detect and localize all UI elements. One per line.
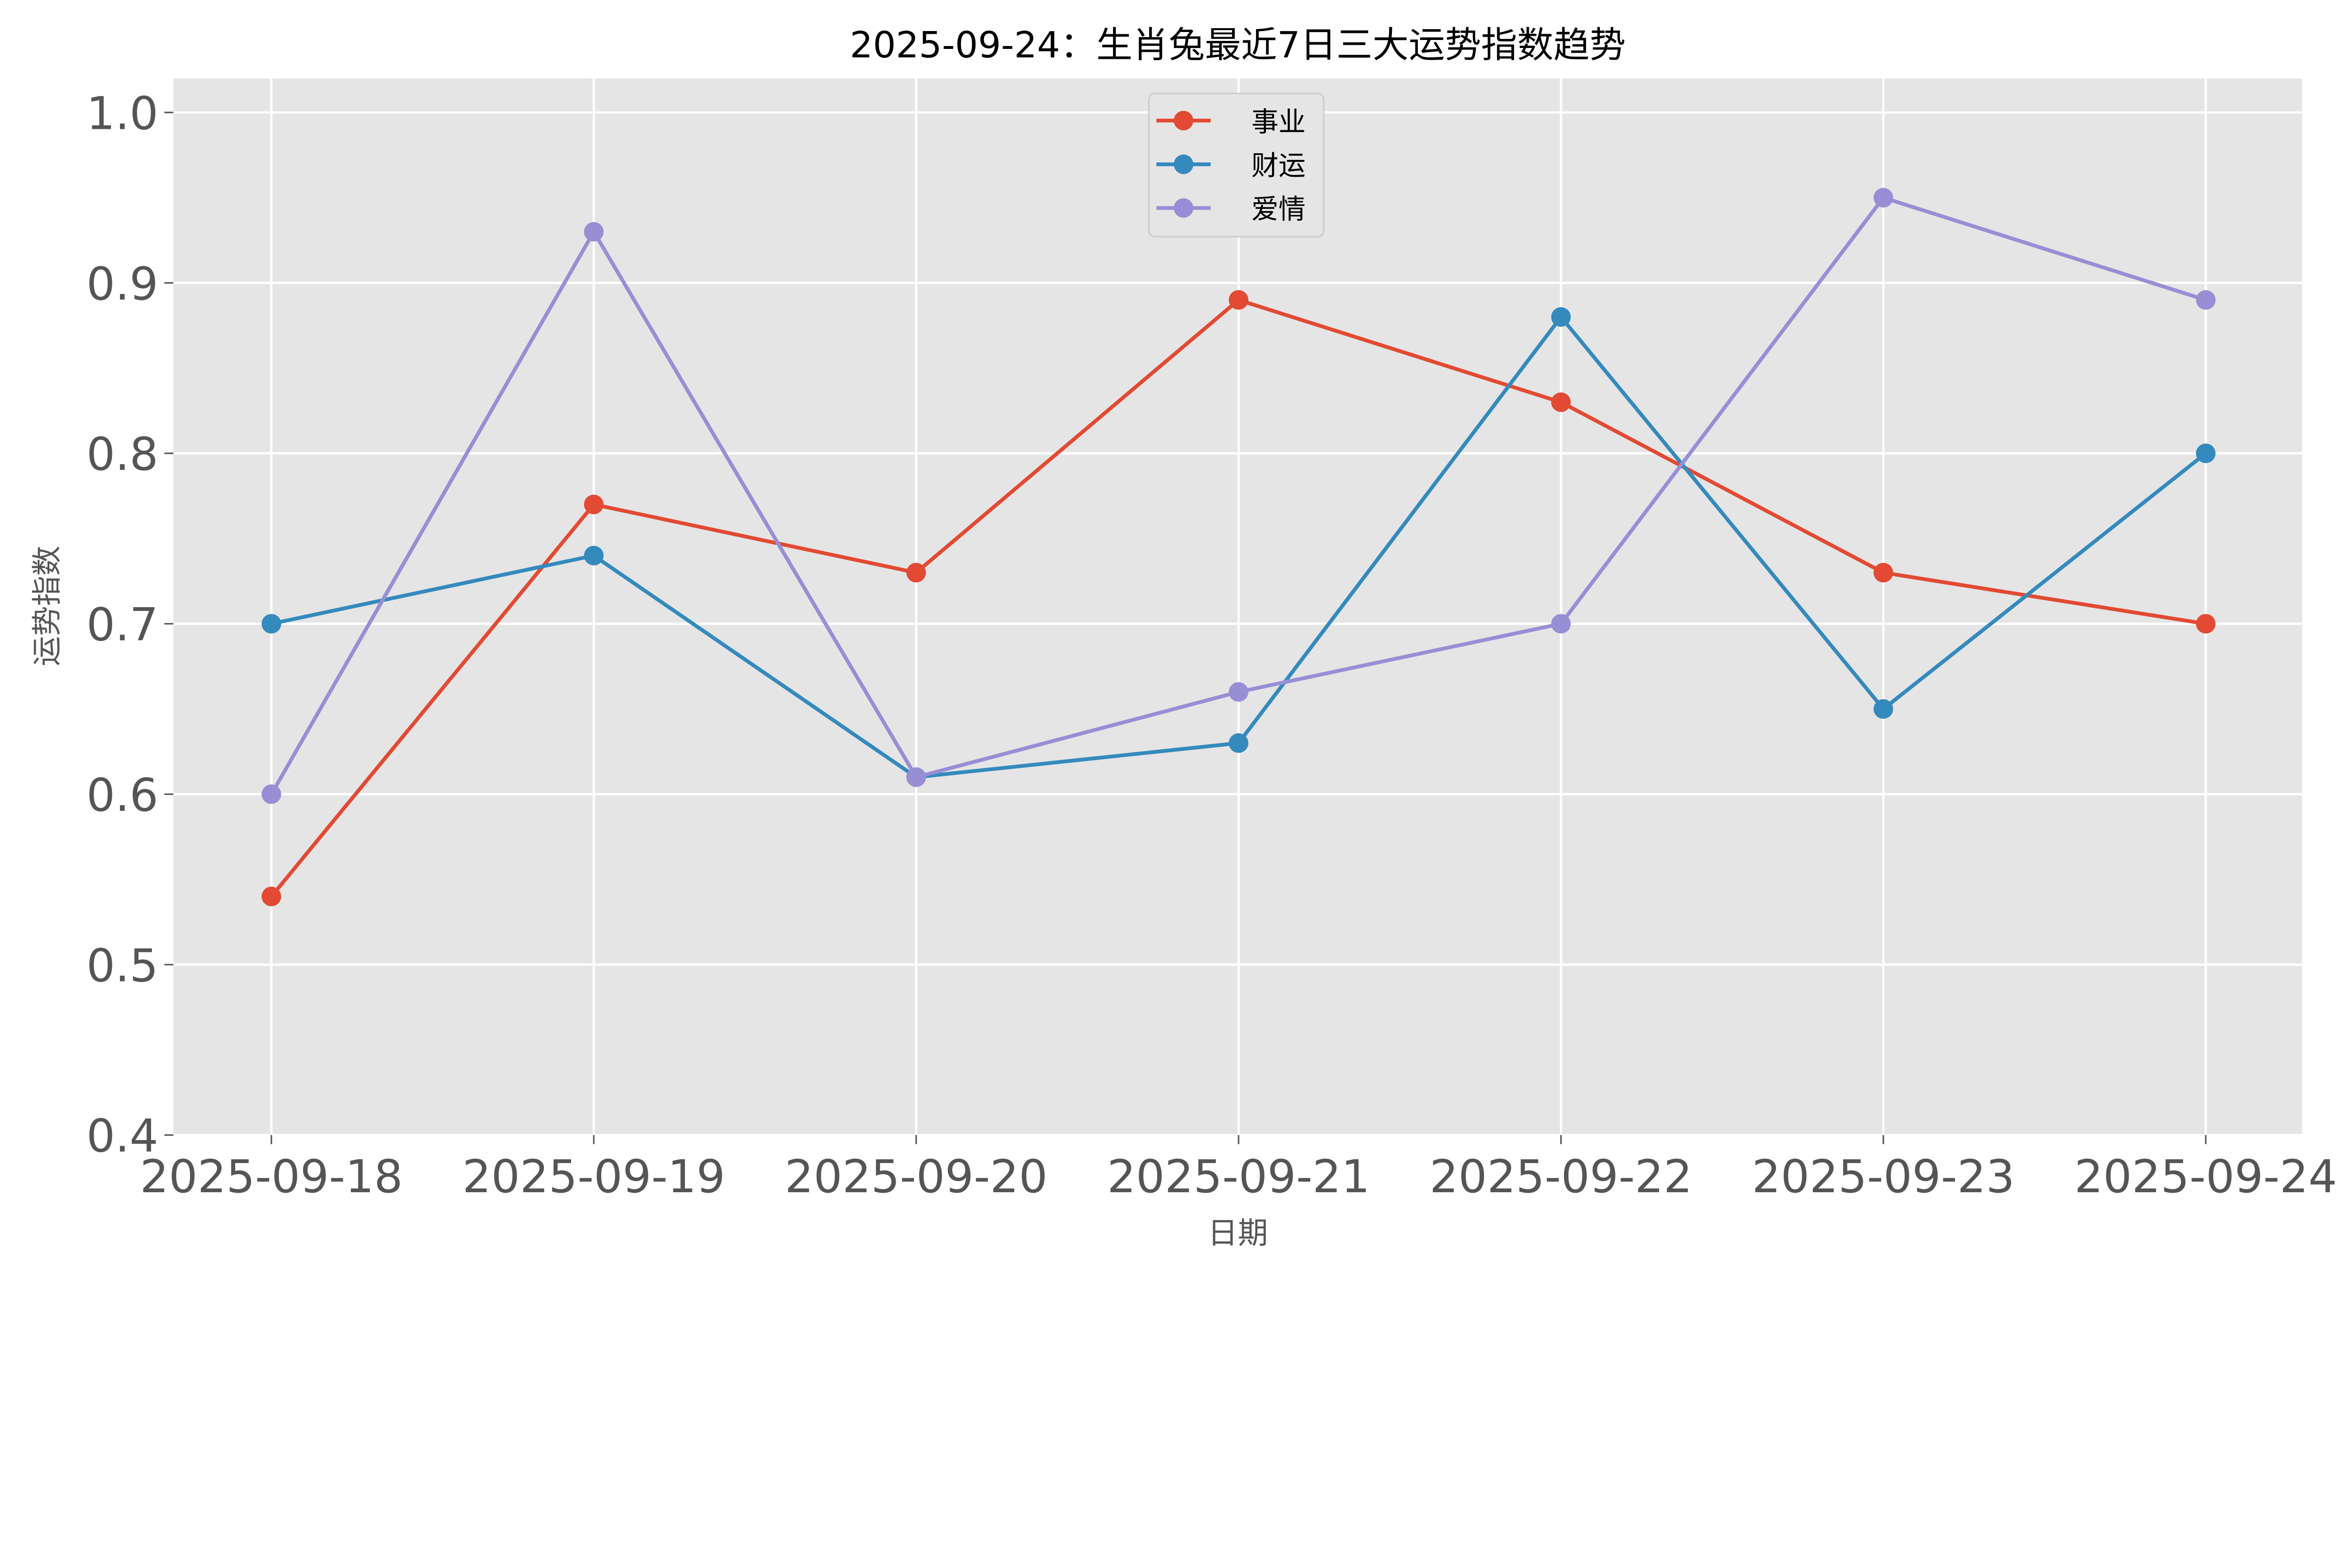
legend-box bbox=[1148, 93, 1325, 238]
x-tick-label: 2025-09-20 bbox=[785, 1150, 1048, 1203]
data-point bbox=[262, 614, 281, 634]
legend-marker bbox=[1174, 111, 1193, 131]
legend-marker bbox=[1174, 198, 1193, 218]
data-point bbox=[1873, 699, 1893, 719]
y-tick-label: 0.7 bbox=[87, 599, 159, 651]
y-tick-label: 0.6 bbox=[87, 769, 159, 822]
y-axis-label: 运势指数 bbox=[30, 546, 65, 666]
data-point bbox=[906, 767, 926, 787]
x-axis-label: 日期 bbox=[1208, 1216, 1268, 1251]
data-point bbox=[1551, 392, 1571, 412]
y-tick-label: 0.8 bbox=[87, 428, 159, 481]
data-point bbox=[2196, 614, 2216, 634]
x-tick-label: 2025-09-24 bbox=[2074, 1150, 2337, 1203]
data-point bbox=[1551, 614, 1571, 634]
x-tick-label: 2025-09-23 bbox=[1752, 1150, 2015, 1203]
x-tick-label: 2025-09-21 bbox=[1107, 1150, 1370, 1203]
series-group bbox=[262, 188, 2216, 906]
y-tick-label: 0.4 bbox=[87, 1110, 159, 1163]
legend-marker bbox=[1174, 154, 1193, 174]
data-point bbox=[262, 784, 281, 804]
y-tick-label: 0.5 bbox=[87, 939, 159, 992]
ticks: 0.4 0.5 0.6 0.7 0.8 0.9 1.0 2025-09-18 2025-09-1… bbox=[87, 87, 2337, 1203]
data-point bbox=[2196, 443, 2216, 463]
data-point bbox=[262, 887, 281, 906]
x-tick-label: 2025-09-18 bbox=[140, 1150, 403, 1203]
legend-label: 爱情 bbox=[1251, 193, 1305, 225]
data-point bbox=[2196, 290, 2216, 310]
data-point bbox=[584, 546, 604, 566]
x-tick-label: 2025-09-22 bbox=[1430, 1150, 1692, 1203]
data-point bbox=[906, 562, 926, 583]
data-point bbox=[1551, 307, 1571, 327]
data-point bbox=[1229, 290, 1248, 310]
data-point bbox=[1873, 188, 1893, 208]
legend-label: 财运 bbox=[1251, 150, 1305, 182]
x-tick-label: 2025-09-19 bbox=[462, 1150, 725, 1203]
chart-title: 2025-09-24：生肖兔最近7日三大运势指数趋势 bbox=[850, 24, 1626, 66]
data-point bbox=[1229, 733, 1248, 753]
data-point bbox=[1229, 682, 1248, 702]
line-chart: 0.4 0.5 0.6 0.7 0.8 0.9 1.0 2025-09-18 2025-09-1… bbox=[30, 24, 2337, 1251]
grid bbox=[173, 78, 2303, 1136]
legend-label: 事业 bbox=[1251, 106, 1305, 138]
data-point bbox=[584, 222, 604, 242]
chart-container: 0.4 0.5 0.6 0.7 0.8 0.9 1.0 2025-09-18 2025-09-1… bbox=[30, 24, 2337, 1251]
y-tick-label: 1.0 bbox=[87, 87, 159, 140]
y-tick-label: 0.9 bbox=[87, 258, 159, 310]
data-point bbox=[1873, 562, 1893, 583]
data-point bbox=[584, 494, 604, 515]
